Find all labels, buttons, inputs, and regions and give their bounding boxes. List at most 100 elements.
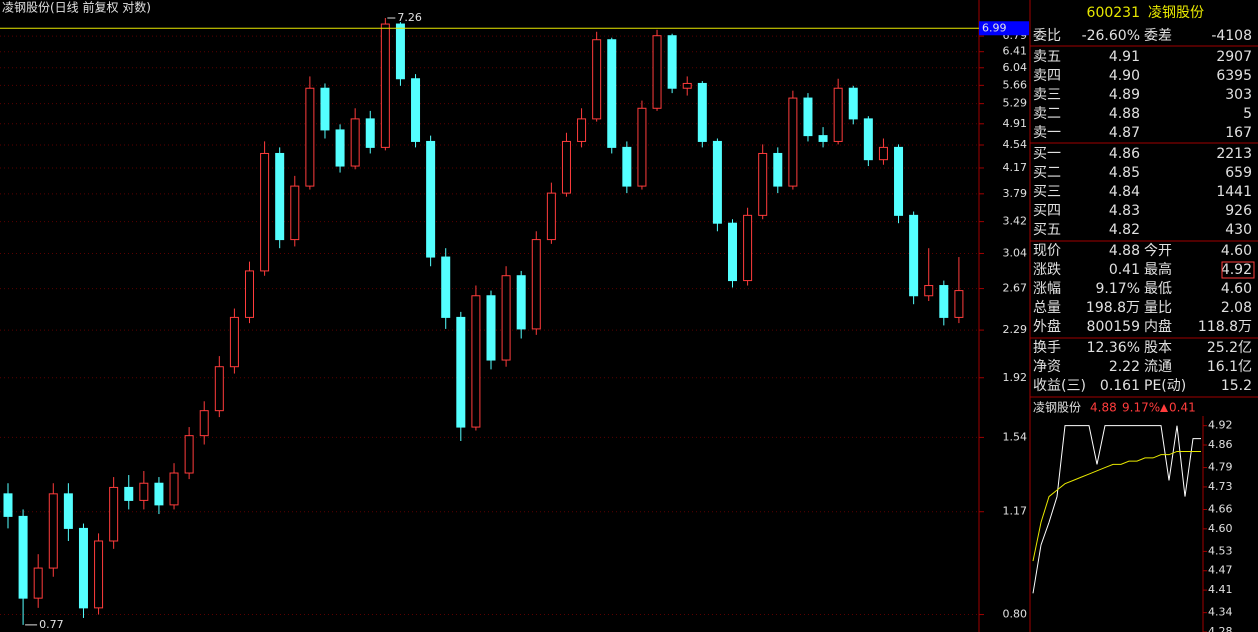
quote-cell: 买一 [1033, 146, 1061, 162]
chart-title: 凌钢股份(日线 前复权 对数) [2, 0, 151, 15]
quote-cell: -4108 [1211, 28, 1252, 44]
quote-cell: 1441 [1216, 184, 1252, 200]
candle-body [546, 192, 556, 241]
quote-cell: PE(动) [1144, 378, 1186, 394]
candle-body [954, 290, 964, 318]
quote-cell: 换手 [1033, 339, 1061, 356]
y-tick-label: 4.54 [1003, 138, 1028, 151]
candle-body [199, 410, 209, 437]
stock-code: 600231 [1087, 5, 1140, 21]
y-tick-label: 4.17 [1003, 161, 1028, 174]
candle-body [607, 39, 617, 148]
candle-body [139, 482, 149, 501]
quote-cell: 16.1亿 [1207, 359, 1252, 375]
candle-body [229, 316, 239, 368]
y-tick-label: 4.79 [1208, 461, 1233, 474]
candle-body [441, 256, 451, 318]
quote-cell: 2907 [1216, 49, 1252, 65]
quote-cell: 4.90 [1109, 68, 1140, 84]
y-tick-label: 6.04 [1003, 61, 1028, 74]
candle-body [622, 146, 632, 187]
up-arrow [1160, 404, 1168, 412]
candle-body [743, 214, 753, 282]
candle-body [320, 87, 330, 131]
quote-cell: 卖四 [1033, 68, 1061, 84]
candle-body [124, 486, 134, 501]
quote-cell: 926 [1225, 203, 1252, 219]
y-tick-label: 5.29 [1003, 97, 1028, 110]
candle-body [592, 39, 602, 120]
candle-body [712, 140, 722, 224]
candle-body [3, 493, 13, 517]
intraday-line [1032, 425, 1201, 594]
candle-body [426, 140, 436, 258]
y-tick-label: 4.41 [1208, 583, 1233, 596]
quote-cell: 4.87 [1109, 125, 1140, 141]
candle-body [788, 97, 798, 187]
y-tick-label: 4.92 [1208, 419, 1233, 432]
candle-body [758, 152, 768, 216]
quote-cell: 4.85 [1109, 165, 1140, 181]
y-tick-label: 4.47 [1208, 564, 1233, 577]
candle-body [818, 135, 828, 142]
candle-body [109, 486, 119, 542]
quote-cell: 买二 [1033, 165, 1061, 181]
quote-cell: 9.17% [1096, 281, 1140, 297]
quote-cell: 现价 [1033, 243, 1061, 259]
quote-cell: 0.41 [1109, 262, 1140, 278]
candle-body [48, 493, 58, 569]
candle-body [245, 270, 254, 318]
quote-cell: 最高 [1144, 261, 1172, 278]
quote-cell: 0.161 [1100, 378, 1140, 394]
candle-body [33, 567, 43, 599]
quote-cell: 4.92 [1221, 262, 1252, 278]
candle-body [803, 97, 813, 137]
candle-body [577, 118, 587, 142]
candle-body [878, 146, 888, 161]
candle-body [335, 129, 345, 167]
candle-body [924, 285, 934, 297]
quote-cell: 4.91 [1109, 49, 1140, 65]
y-tick-label: 6.41 [1003, 45, 1028, 58]
candle-body [169, 472, 179, 506]
quote-cell: 今开 [1144, 243, 1172, 259]
candle-body [516, 275, 526, 330]
candle-body [667, 35, 677, 89]
quote-cell: 2.08 [1221, 300, 1252, 316]
candle-body [63, 493, 73, 529]
quote-cell: 涨跌 [1033, 262, 1061, 278]
y-tick-label: 1.54 [1003, 430, 1028, 443]
mini-change: 0.41 [1169, 401, 1196, 415]
quote-cell: 委比 [1033, 28, 1061, 44]
candle-body [456, 316, 466, 428]
stock-name: 凌钢股份 [1148, 5, 1204, 21]
candle-body [833, 87, 843, 142]
quote-cell: 198.8万 [1086, 300, 1140, 316]
y-tick-label: 4.66 [1208, 502, 1233, 515]
quote-cell: 167 [1225, 125, 1252, 141]
candle-body [939, 285, 949, 318]
y-tick-label: 2.67 [1003, 282, 1028, 295]
y-tick-label: 4.28 [1208, 625, 1233, 632]
candle-body [531, 239, 541, 330]
candle-body [894, 146, 904, 216]
candle-body [214, 366, 224, 412]
quote-cell: 4.88 [1109, 106, 1140, 122]
quote-cell: 最低 [1144, 281, 1172, 297]
quote-cell: 2213 [1216, 146, 1252, 162]
y-tick-label: 3.42 [1003, 215, 1028, 228]
quote-cell: 12.36% [1087, 340, 1140, 356]
quote-cell: 303 [1225, 87, 1252, 103]
quote-cell: 外盘 [1033, 318, 1061, 335]
y-tick-label: 1.92 [1003, 371, 1028, 384]
y-tick-label: 5.66 [1003, 78, 1028, 91]
mini-title: 凌钢股份 [1033, 401, 1081, 415]
y-tick-label: 4.73 [1208, 480, 1233, 493]
quote-cell: 25.2亿 [1207, 340, 1252, 356]
quote-cell: 4.89 [1109, 87, 1140, 103]
quote-cell: 卖五 [1033, 49, 1061, 65]
y-tick-label: 4.60 [1208, 522, 1233, 535]
quote-cell: 15.2 [1221, 378, 1252, 394]
quote-cell: 659 [1225, 165, 1252, 181]
